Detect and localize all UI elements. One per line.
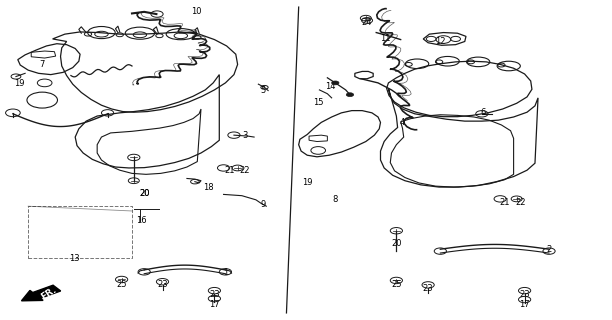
Text: 11: 11	[380, 34, 390, 43]
Text: 8: 8	[332, 195, 338, 204]
Text: 14: 14	[325, 82, 335, 91]
Text: 22: 22	[516, 197, 526, 206]
Text: 19: 19	[302, 179, 313, 188]
Text: 10: 10	[191, 7, 201, 16]
Text: 23: 23	[423, 284, 433, 292]
Text: 4: 4	[400, 118, 405, 127]
Text: 12: 12	[435, 37, 446, 46]
Text: 20: 20	[139, 189, 149, 198]
Text: 6: 6	[480, 108, 486, 117]
Text: 22: 22	[240, 166, 250, 175]
Text: 23: 23	[157, 280, 168, 289]
FancyArrow shape	[21, 285, 61, 301]
Text: 18: 18	[203, 183, 214, 192]
Text: 20: 20	[139, 189, 149, 198]
Text: 19: 19	[13, 79, 24, 88]
Text: 15: 15	[313, 98, 324, 107]
Text: 24: 24	[362, 19, 372, 28]
Text: 1: 1	[223, 268, 228, 277]
Text: 5: 5	[261, 86, 266, 95]
Text: 21: 21	[225, 166, 235, 175]
Text: 3: 3	[242, 131, 248, 140]
Circle shape	[332, 81, 339, 85]
Text: 20: 20	[391, 239, 401, 248]
Text: 2: 2	[547, 245, 551, 254]
Text: 7: 7	[40, 60, 45, 69]
Text: FR.: FR.	[39, 285, 58, 301]
Text: 23: 23	[209, 290, 220, 299]
Circle shape	[346, 93, 354, 97]
Text: 17: 17	[209, 300, 220, 308]
Text: 13: 13	[69, 254, 80, 263]
Text: 9: 9	[261, 200, 266, 209]
Text: 25: 25	[116, 280, 127, 289]
Text: 16: 16	[136, 216, 146, 225]
Text: 23: 23	[520, 290, 530, 299]
Text: 25: 25	[391, 280, 401, 289]
Text: 17: 17	[520, 300, 530, 308]
Text: 21: 21	[499, 197, 510, 206]
